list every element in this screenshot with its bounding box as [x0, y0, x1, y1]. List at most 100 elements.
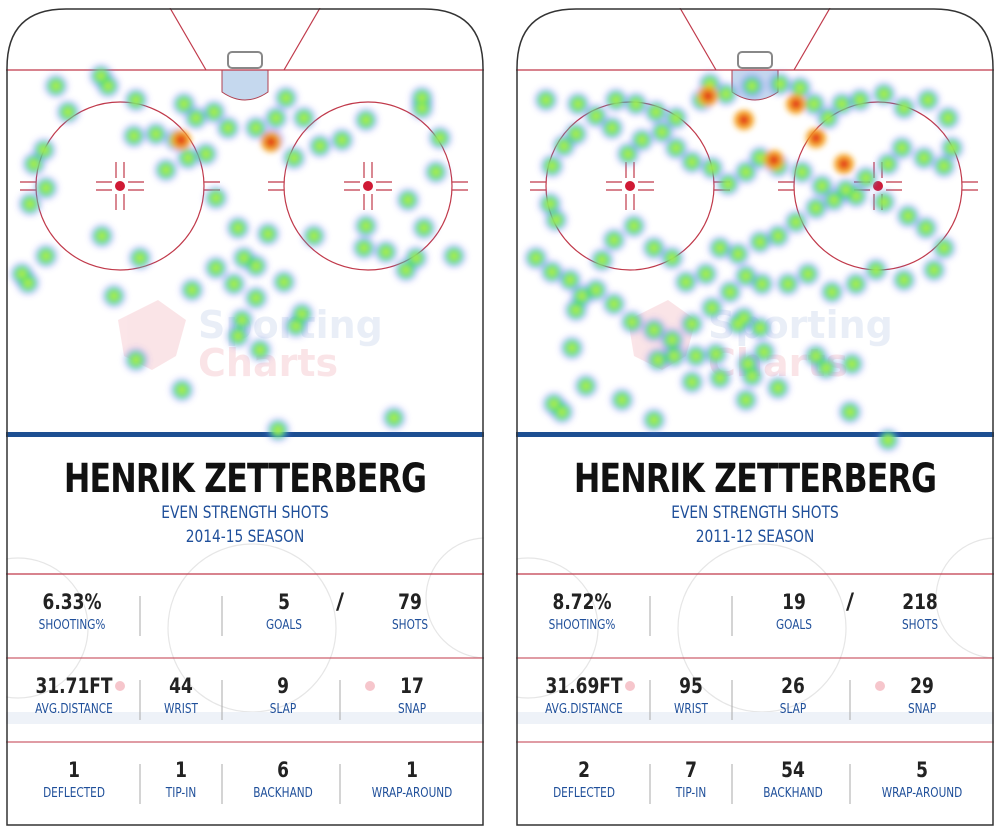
shot-core	[688, 378, 696, 386]
goal-net	[737, 51, 773, 69]
shot-heat-layer	[524, 72, 964, 452]
stat-shots: 218 SHOTS	[860, 574, 980, 658]
faceoff-dot	[115, 181, 125, 191]
shot-core	[884, 160, 892, 168]
shot-core	[24, 279, 32, 287]
shot-core	[272, 114, 280, 122]
shot-core	[360, 244, 368, 252]
shot-core	[104, 82, 112, 90]
shot-core	[758, 280, 766, 288]
trapezoid-line	[679, 8, 717, 71]
shot-core	[542, 96, 550, 104]
shot-core	[638, 136, 646, 144]
stat-tip-in: 7 TIP-IN	[650, 742, 732, 826]
shot-core	[944, 114, 952, 122]
shot-core	[734, 250, 742, 258]
shot-core	[98, 232, 106, 240]
faceoff-dot	[625, 181, 635, 191]
shot-core	[848, 360, 856, 368]
shot-core	[546, 200, 554, 208]
shot-core	[552, 216, 560, 224]
shot-core	[572, 130, 580, 138]
shot-core	[862, 174, 870, 182]
shot-core	[558, 408, 566, 416]
shot-core	[52, 82, 60, 90]
shot-core	[298, 310, 306, 318]
shot-core	[940, 244, 948, 252]
shot-core	[812, 352, 820, 360]
stat-value: 19	[782, 590, 806, 614]
shot-core	[212, 264, 220, 272]
stat-value: 2	[578, 758, 590, 782]
shot-core	[178, 386, 186, 394]
shot-core	[274, 426, 282, 434]
stat-wrap-around: 5 WRAP-AROUND	[858, 742, 986, 826]
stat-label: TIP-IN	[675, 786, 707, 801]
stat-label: WRAP-AROUND	[371, 786, 453, 801]
shot-core	[310, 232, 318, 240]
season-label: 2014-15 SEASON	[185, 527, 305, 547]
hot-spot-core	[839, 159, 849, 169]
shot-core	[812, 204, 820, 212]
shot-core	[224, 124, 232, 132]
shot-core	[756, 238, 764, 246]
stat-label: SNAP	[397, 702, 427, 717]
shot-core	[572, 306, 580, 314]
shot-core	[670, 352, 678, 360]
stat-goals: 19 GOALS	[734, 574, 854, 658]
stat-avg-distance: 31.69FT AVG.DISTANCE	[522, 658, 646, 742]
shot-core	[618, 396, 626, 404]
season-label: 2011-12 SEASON	[695, 527, 815, 547]
stat-value: 31.69FT	[545, 674, 623, 698]
stat-label: BACKHAND	[763, 786, 823, 801]
shot-core	[280, 278, 288, 286]
stat-value: 8.72%	[552, 590, 612, 614]
stat-value: 1	[406, 758, 418, 782]
shot-core	[436, 134, 444, 142]
shot-core	[904, 212, 912, 220]
shot-core	[282, 94, 290, 102]
trapezoid-line	[283, 8, 321, 71]
stat-label: WRIST	[164, 702, 198, 717]
shot-core	[846, 408, 854, 416]
shot-core	[682, 278, 690, 286]
shot-core	[650, 416, 658, 424]
shot-core	[708, 304, 716, 312]
shot-core	[810, 100, 818, 108]
shot-core	[628, 318, 636, 326]
shot-core	[136, 254, 144, 262]
stat-snap: 29 SNAP	[862, 658, 982, 742]
shot-core	[830, 196, 838, 204]
stat-avg-distance: 31.71FT AVG.DISTANCE	[12, 658, 136, 742]
stat-wrist: 95 WRIST	[650, 658, 732, 742]
shot-core	[828, 288, 836, 296]
hot-spot-core	[811, 133, 821, 143]
shot-core	[290, 154, 298, 162]
shot-core	[550, 400, 558, 408]
shot-core	[338, 136, 346, 144]
shot-core	[842, 186, 850, 194]
stat-shooting-pct: 8.72% SHOOTING%	[522, 574, 642, 658]
neutral-dot	[875, 681, 885, 691]
stat-label: SHOOTING%	[548, 618, 616, 633]
stat-value: 1	[175, 758, 187, 782]
neutral-dot	[115, 681, 125, 691]
shot-core	[316, 142, 324, 150]
stat-label: WRIST	[674, 702, 708, 717]
shot-core	[592, 286, 600, 294]
stat-label: SHOTS	[392, 618, 428, 633]
shot-core	[202, 150, 210, 158]
shot-core	[630, 222, 638, 230]
shot-core	[818, 182, 826, 190]
shot-core	[652, 108, 660, 116]
shot-core	[774, 232, 782, 240]
shot-core	[64, 108, 72, 116]
shot-core	[792, 218, 800, 226]
shot-core	[920, 154, 928, 162]
shot-core	[432, 168, 440, 176]
neutral-circle	[935, 537, 994, 659]
stat-row-3: 1 DEFLECTED 1 TIP-IN 6 BACKHAND 1 WRAP-A…	[6, 742, 484, 826]
shot-core	[582, 382, 590, 390]
shot-core	[756, 324, 764, 332]
